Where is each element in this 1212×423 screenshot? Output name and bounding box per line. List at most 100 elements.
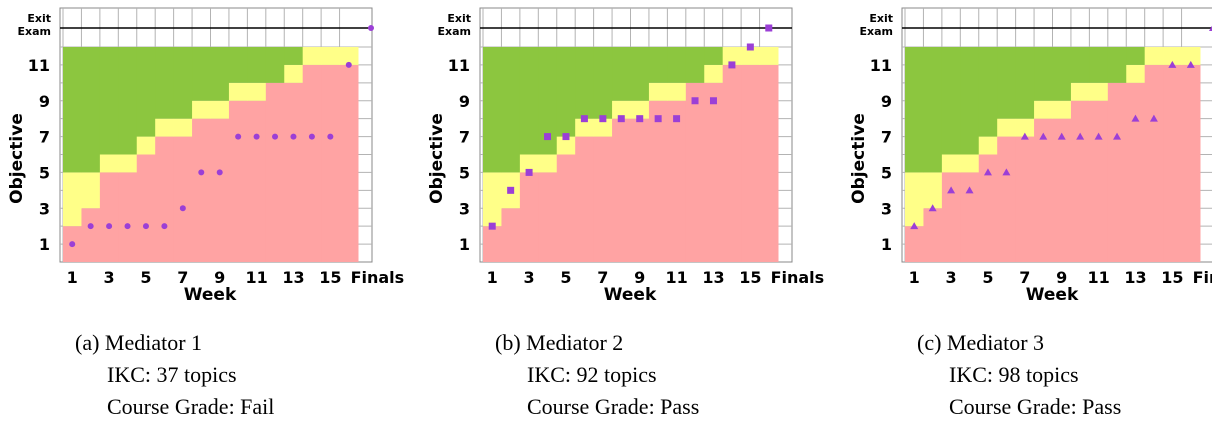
ahead-region — [228, 47, 248, 83]
on-track-region — [1070, 82, 1090, 101]
x-tick-label: 11 — [1087, 268, 1109, 287]
behind-region — [118, 172, 138, 262]
on-track-region — [556, 136, 576, 155]
data-point — [947, 186, 956, 194]
on-track-region — [593, 118, 613, 137]
caption-label: (a) Mediator 1 — [75, 330, 203, 355]
ahead-region — [1034, 47, 1053, 101]
ahead-region — [81, 47, 101, 173]
behind-region — [612, 118, 631, 263]
exit-exam-label-line: Exam — [860, 25, 894, 38]
x-tick-label: 3 — [104, 268, 115, 287]
y-axis-title: Objective — [849, 113, 869, 204]
y-tick-label: 11 — [448, 56, 470, 75]
ahead-region — [519, 47, 539, 155]
data-point — [1039, 132, 1048, 140]
data-point — [544, 133, 552, 141]
on-track-region — [960, 154, 980, 173]
data-point — [599, 115, 607, 123]
behind-region — [997, 136, 1017, 262]
data-point — [525, 168, 533, 176]
x-tick-label: 5 — [140, 268, 151, 287]
data-point — [765, 24, 773, 32]
on-track-region — [247, 82, 267, 101]
ahead-region — [1015, 47, 1035, 119]
behind-region — [155, 136, 175, 262]
behind-region — [1181, 64, 1201, 263]
chart-panel-c: ExitExam135791113579111315FinalsWeekObje… — [842, 0, 1212, 423]
x-tick-label: 3 — [946, 268, 957, 287]
behind-region — [1015, 136, 1035, 262]
behind-region — [593, 136, 613, 262]
on-track-region — [538, 154, 558, 173]
behind-region — [302, 64, 322, 263]
data-point — [1094, 132, 1103, 140]
on-track-region — [648, 82, 668, 101]
on-track-region — [704, 64, 724, 83]
on-track-region — [575, 118, 595, 137]
ahead-region — [118, 47, 138, 155]
behind-region — [81, 208, 101, 262]
on-track-region — [978, 136, 998, 155]
ahead-region — [923, 47, 943, 173]
caption-grade: Course Grade: Fail — [107, 394, 275, 419]
x-tick-label: 9 — [214, 268, 225, 287]
ahead-region — [704, 47, 724, 65]
data-point — [636, 115, 644, 123]
x-tick-label: 11 — [245, 268, 267, 287]
caption-c: (c) Mediator 3 IKC: 98 topics Course Gra… — [917, 327, 1121, 423]
ahead-region — [99, 47, 119, 155]
on-track-region — [1015, 118, 1035, 137]
x-tick-label: 13 — [1124, 268, 1146, 287]
y-tick-label: 9 — [459, 92, 470, 111]
on-track-region — [321, 47, 341, 65]
data-point — [1113, 132, 1122, 140]
behind-region — [136, 154, 156, 262]
ahead-region — [247, 47, 267, 83]
caption-grade: Course Grade: Pass — [949, 394, 1122, 419]
ahead-region — [667, 47, 687, 83]
behind-region — [923, 208, 943, 262]
ahead-region — [593, 47, 613, 119]
y-tick-label: 11 — [28, 56, 50, 75]
ahead-region — [575, 47, 595, 119]
y-tick-label: 3 — [39, 199, 50, 218]
ahead-region — [648, 47, 668, 83]
behind-region — [538, 172, 558, 262]
caption-label: (b) Mediator 2 — [495, 330, 624, 355]
y-axis-title: Objective — [7, 113, 27, 204]
behind-region — [575, 136, 595, 262]
behind-region — [1034, 118, 1053, 263]
data-point — [1149, 114, 1158, 122]
data-point — [253, 133, 260, 140]
exit-exam-label: Exit Exam — [860, 12, 894, 38]
data-point — [308, 133, 315, 140]
behind-region — [978, 154, 998, 262]
behind-region — [173, 136, 193, 262]
y-tick-label: 5 — [459, 163, 470, 182]
behind-region — [704, 82, 724, 262]
behind-region — [483, 226, 502, 262]
ahead-region — [63, 47, 82, 173]
y-tick-label: 3 — [459, 199, 470, 218]
x-tick-label: Finals — [1193, 268, 1212, 287]
x-tick-label: 15 — [739, 268, 761, 287]
data-point — [928, 204, 937, 212]
chart-panel-b: Exit Exam 1 3 5 7 9 11 1 3 5 7 9 11 13 15 Finals Week Obje… — [420, 0, 824, 423]
exit-exam-label-line: Exit — [27, 12, 51, 25]
ahead-region — [483, 47, 502, 173]
y-tick-label: 9 — [881, 92, 892, 111]
on-track-region — [63, 172, 82, 227]
y-tick-label: 1 — [881, 235, 892, 254]
on-track-region — [630, 100, 650, 119]
ahead-region — [1089, 47, 1109, 83]
chart-c: ExitExam135791113579111315FinalsWeekObje… — [849, 7, 1212, 305]
data-point — [507, 186, 515, 194]
on-track-region — [228, 82, 248, 101]
x-tick-label: 7 — [1019, 268, 1030, 287]
y-axis-title: Objective — [427, 113, 447, 204]
x-tick-label: 9 — [634, 268, 645, 287]
x-axis-title: Week — [184, 285, 237, 305]
on-track-region — [81, 172, 101, 209]
